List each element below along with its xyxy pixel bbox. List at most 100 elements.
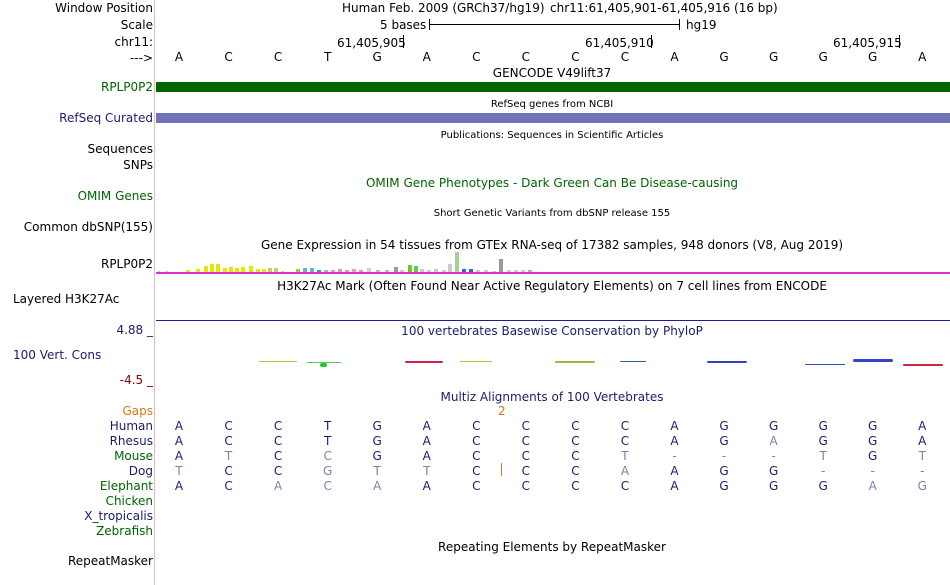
snps-label[interactable]: SNPs [123, 158, 153, 172]
h3k27ac-signal-line [156, 320, 950, 321]
scale-bar [429, 24, 680, 25]
alignment-base: C [571, 464, 580, 478]
gtex-tissue-bar [303, 268, 307, 272]
species-label-chicken: Chicken [105, 494, 153, 508]
ruler-base: A [174, 50, 184, 64]
alignment-base: A [174, 479, 184, 493]
gtex-tissue-bar [427, 270, 431, 272]
gtex-tissue-bar [204, 266, 208, 272]
species-label-dog: Dog [128, 464, 153, 478]
window-position-label: Window Position [55, 1, 153, 15]
phylop-segment [903, 364, 943, 366]
ruler-base: A [422, 50, 431, 64]
gtex-gene-label[interactable]: RPLP0P2 [100, 257, 153, 271]
gtex-tissue-bar [507, 270, 511, 272]
repeatmasker-label[interactable]: RepeatMasker [67, 554, 153, 568]
alignment-base: C [472, 464, 481, 478]
alignment-base: C [273, 434, 283, 448]
gtex-tissue-bar [274, 268, 278, 272]
alignment-base: G [818, 419, 828, 433]
ruler-base: C [224, 50, 233, 64]
chrom-label: chr11: [114, 35, 153, 49]
assembly-title: Human Feb. 2009 (GRCh37/hg19) [342, 1, 545, 15]
gtex-tissue-bar [469, 269, 473, 272]
refseq-gene-bar[interactable] [156, 113, 950, 123]
ruler-tick-label: 61,405,910 [585, 36, 654, 50]
alignment-base: G [322, 464, 333, 478]
ruler-tick-label: 61,405,905 [337, 36, 406, 50]
alignment-base: C [472, 419, 481, 433]
gtex-tissue-bar [448, 264, 452, 272]
gtex-tissue-bar [235, 268, 239, 272]
gap-count: 2 [498, 404, 506, 418]
publications-track-title: Publications: Sequences in Scientific Ar… [440, 130, 664, 141]
alignment-base: - [771, 449, 776, 463]
phylop-track-title: 100 vertebrates Basewise Conservation by… [401, 324, 703, 338]
gtex-tissue-bar [492, 271, 496, 272]
alignment-base: - [672, 449, 677, 463]
ruler-tick-label: 61,405,915 [833, 36, 902, 50]
gtex-tissue-bar [499, 259, 503, 272]
gencode-track-title: GENCODE V49lift37 [492, 66, 612, 80]
sequences-label[interactable]: Sequences [87, 142, 153, 156]
phylop-segment [320, 363, 327, 367]
gtex-tissue-bar [296, 269, 300, 272]
gencode-gene-label[interactable]: RPLP0P2 [100, 80, 153, 94]
gtex-tissue-bar [338, 269, 342, 272]
alignment-base: A [273, 479, 283, 493]
gtex-tissue-bar [442, 270, 446, 272]
gtex-track-title: Gene Expression in 54 tissues from GTEx … [260, 238, 844, 252]
alignment-base: C [571, 449, 580, 463]
phylop-segment [307, 362, 341, 363]
refseq-label[interactable]: RefSeq Curated [59, 111, 153, 125]
cons-name-label[interactable]: 100 Vert. Cons [13, 348, 102, 362]
alignment-base: G [768, 479, 779, 493]
species-label-elephant: Elephant [99, 479, 153, 493]
phylop-segment [555, 361, 595, 363]
alignment-base: C [571, 419, 580, 433]
alignment-base: - [870, 464, 875, 478]
alignment-base: C [521, 479, 531, 493]
ruler-base: G [768, 50, 779, 64]
gtex-tissue-bar [229, 267, 233, 272]
gtex-tissue-bar [210, 264, 214, 272]
ruler-base: C [571, 50, 580, 64]
phylop-segment [405, 361, 443, 363]
alignment-base: A [422, 419, 431, 433]
alignment-base: T [819, 449, 827, 463]
omim-label[interactable]: OMIM Genes [77, 189, 153, 203]
alignment-base: A [373, 479, 382, 493]
alignment-base: G [719, 479, 729, 493]
phylop-segment [853, 359, 893, 362]
position-readout: chr11:61,405,901-61,405,916 (16 bp) [550, 1, 778, 15]
alignment-base: C [273, 449, 283, 463]
gap-marker [501, 463, 502, 476]
gtex-tissue-bar [484, 270, 488, 272]
alignment-base: T [323, 434, 332, 448]
gtex-tissue-bar [186, 270, 190, 272]
alignment-base: A [670, 434, 679, 448]
alignment-base: - [920, 464, 925, 478]
alignment-base: G [917, 479, 927, 493]
alignment-base: G [372, 419, 382, 433]
gtex-tissue-bar [331, 270, 335, 272]
omim-track-title: OMIM Gene Phenotypes - Dark Green Can Be… [365, 176, 739, 190]
alignment-base: C [224, 419, 233, 433]
ruler-base: C [620, 50, 630, 64]
ruler-base: C [521, 50, 531, 64]
gencode-gene-bar[interactable] [156, 82, 950, 92]
phylop-segment [805, 364, 845, 365]
alignment-base: C [472, 434, 481, 448]
dbsnp-label[interactable]: Common dbSNP(155) [23, 220, 153, 234]
strand-arrow-label: ---> [129, 51, 153, 65]
gtex-tissue-bar [376, 270, 380, 272]
h3k27ac-label[interactable]: Layered H3K27Ac [13, 292, 120, 306]
phylop-segment [259, 361, 297, 362]
alignment-base: C [571, 479, 580, 493]
alignment-base: C [620, 419, 630, 433]
alignment-base: A [769, 434, 778, 448]
alignment-base: A [422, 479, 431, 493]
alignment-base: - [820, 464, 826, 478]
alignment-base: C [224, 464, 233, 478]
gtex-tissue-bar [359, 270, 363, 272]
